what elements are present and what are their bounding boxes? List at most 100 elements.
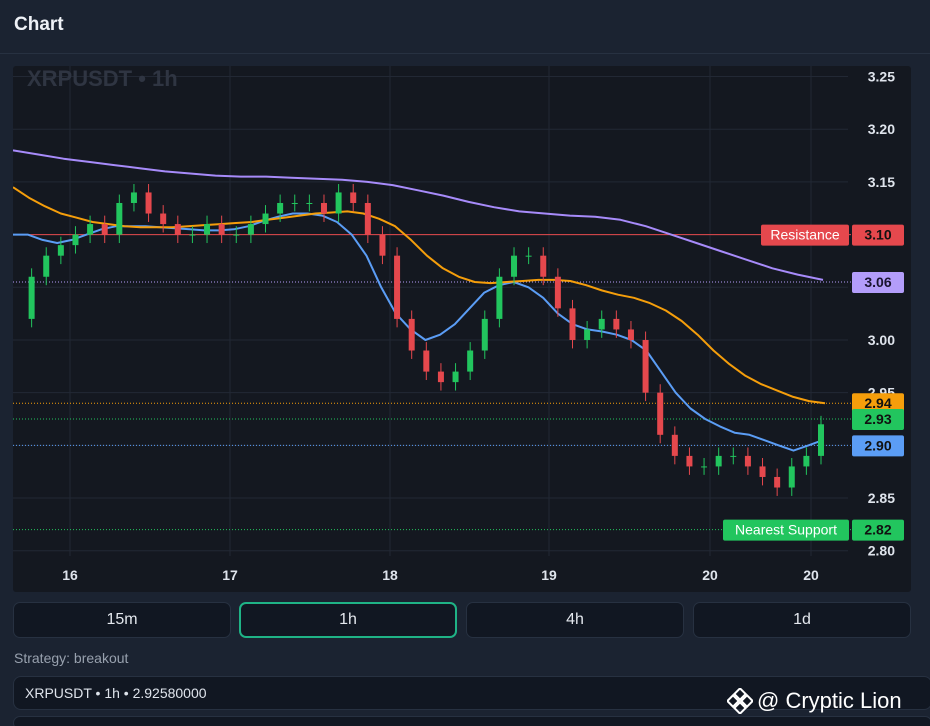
watermark-text: @ Cryptic Lion (757, 688, 902, 713)
candle-body (657, 392, 664, 435)
candle-body (774, 476, 781, 488)
candle-body (437, 371, 444, 383)
candle-body (408, 318, 415, 351)
ma-line (13, 212, 824, 452)
level-name-badge (723, 519, 849, 541)
tab-1d[interactable]: 1d (693, 602, 911, 638)
level-value-badge (852, 519, 904, 541)
candle-body (320, 202, 327, 214)
level-value-label: 3.06 (864, 274, 891, 290)
y-tick-label: 3.00 (868, 332, 895, 348)
level-name-label: Resistance (770, 227, 839, 243)
candle-body (189, 234, 196, 236)
candle-body (744, 455, 751, 467)
y-tick-label: 2.85 (868, 490, 895, 506)
level-value-label: 3.10 (864, 227, 891, 243)
level-value-label: 2.82 (864, 522, 891, 538)
candle-body (818, 424, 824, 456)
candle-body (788, 466, 795, 488)
candle-body (730, 455, 737, 457)
candle-body (87, 224, 94, 235)
candle-body (116, 202, 123, 235)
candle-body (350, 192, 357, 203)
ma-line (13, 149, 824, 281)
candle-body (584, 329, 591, 340)
candle-body (364, 202, 371, 235)
candle-body (803, 455, 810, 467)
strategy-label: Strategy: breakout (14, 650, 129, 666)
watermark: @ Cryptic Lion (727, 686, 902, 716)
candle-body (204, 224, 211, 235)
level-value-badge (852, 393, 904, 415)
candle-body (554, 276, 561, 309)
candle-body (233, 234, 240, 236)
level-value-badge (852, 409, 904, 431)
candle-body (379, 234, 386, 256)
level-value-label: 2.93 (864, 411, 891, 427)
binance-diamond-icon (727, 688, 753, 714)
y-tick-label: 3.15 (868, 174, 895, 190)
level-value-badge (852, 272, 904, 294)
candle-body (247, 224, 254, 235)
candle-body (218, 224, 225, 235)
candle-body (613, 318, 620, 330)
symbol-info-bar: XRPUSDT • 1h • 2.92580000 (13, 676, 930, 710)
x-tick-label: 16 (62, 567, 78, 583)
candle-body (160, 213, 167, 225)
x-tick-label: 20 (702, 567, 718, 583)
candle-body (335, 192, 342, 214)
candle-body (511, 255, 518, 277)
tab-15m[interactable]: 15m (13, 602, 231, 638)
candle-body (540, 255, 547, 277)
candle-body (759, 466, 766, 477)
candle-body (496, 276, 503, 319)
price-chart[interactable]: 1617181920203.253.203.153.103.053.002.95… (13, 66, 911, 592)
candle-body (452, 371, 459, 383)
candle-body (394, 255, 401, 319)
y-tick-label: 3.25 (868, 69, 895, 85)
y-tick-label: 3.20 (868, 121, 895, 137)
x-tick-label: 20 (803, 567, 819, 583)
candle-body (291, 202, 298, 204)
bottom-panel (13, 716, 930, 726)
candle-body (525, 255, 532, 257)
candle-body (701, 466, 708, 468)
level-value-badge (852, 224, 904, 246)
candle-body (306, 202, 313, 204)
candle-body (671, 434, 678, 456)
candle-body (642, 339, 649, 393)
tab-4h[interactable]: 4h (466, 602, 684, 638)
level-name-badge (761, 224, 849, 246)
symbol-info-text: XRPUSDT • 1h • 2.92580000 (25, 685, 207, 701)
candle-body (423, 350, 430, 372)
candle-body (130, 192, 137, 203)
level-value-badge (852, 435, 904, 457)
candle-body (715, 455, 722, 467)
candle-body (174, 224, 181, 235)
candle-body (101, 224, 108, 235)
candle-body (57, 245, 64, 256)
candle-body (43, 255, 50, 277)
level-value-label: 2.90 (864, 437, 891, 453)
y-tick-label: 2.80 (868, 543, 895, 559)
level-name-label: Nearest Support (735, 522, 837, 538)
tab-1h[interactable]: 1h (239, 602, 457, 638)
candle-body (686, 455, 693, 467)
x-tick-label: 17 (222, 567, 238, 583)
chart-watermark-title: XRPUSDT • 1h (27, 66, 178, 91)
candle-body (145, 192, 152, 214)
timeframe-selector: 15m 1h 4h 1d (13, 602, 911, 638)
page-title: Chart (14, 14, 64, 35)
x-tick-label: 19 (541, 567, 557, 583)
candle-body (481, 318, 488, 351)
chart-header: Chart (0, 0, 930, 54)
level-value-label: 2.94 (864, 395, 891, 411)
ma-line (13, 186, 826, 405)
candle-body (262, 213, 269, 225)
candle-body (569, 308, 576, 340)
candle-body (72, 234, 79, 246)
candle-body (28, 276, 35, 319)
candle-body (467, 350, 474, 372)
chart-panel[interactable]: 1617181920203.253.203.153.103.053.002.95… (13, 66, 911, 592)
candle-body (277, 202, 284, 214)
